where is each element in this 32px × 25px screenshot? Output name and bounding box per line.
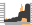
Bar <box>22 13 23 22</box>
Bar <box>25 16 26 22</box>
Bar <box>24 16 25 22</box>
Legend: Cites per year, n. of papers: Cites per year, n. of papers <box>21 24 32 25</box>
Bar <box>12 18 13 22</box>
Bar <box>7 21 8 22</box>
Bar <box>13 14 14 22</box>
Bar <box>14 17 15 22</box>
Bar <box>18 19 19 22</box>
Bar <box>23 11 24 22</box>
Bar <box>15 20 16 22</box>
Bar <box>6 18 7 22</box>
Bar <box>27 21 28 22</box>
Bar <box>17 17 18 22</box>
Bar <box>16 8 17 22</box>
Bar <box>28 20 29 22</box>
Bar <box>26 19 27 22</box>
